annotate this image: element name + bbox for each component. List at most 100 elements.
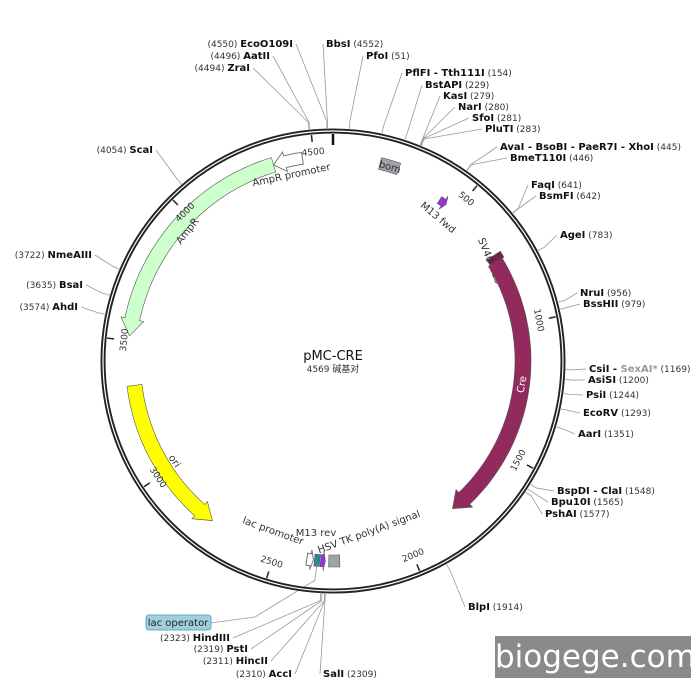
site-name: PfoI	[366, 51, 388, 62]
site-label: AsiSI (1200)	[588, 375, 649, 386]
site-name: HindIII	[193, 633, 230, 644]
tick-label: 2000	[401, 547, 426, 565]
plasmid-length: 4569 碱基对	[307, 363, 360, 375]
site-label: (4494) ZraI	[195, 63, 250, 74]
site-psti: (2319) PstI	[194, 592, 323, 655]
site-position: (4552)	[350, 40, 383, 50]
site-name: NmeAIII	[48, 250, 92, 261]
site-scai: (4054) ScaI	[97, 145, 183, 186]
lac-operator-badge	[145, 614, 212, 631]
site-leader-line	[557, 292, 578, 303]
site-name: PshAI	[545, 509, 577, 520]
site-leader-line	[466, 157, 508, 172]
feature-ampr	[120, 157, 277, 337]
site-psii: PsiI (1244)	[562, 390, 639, 401]
site-name: HincII	[236, 656, 268, 667]
site-leader-line	[381, 72, 403, 135]
site-label: BsmFI (642)	[539, 191, 601, 202]
site-leader-line	[564, 368, 587, 371]
tick-label: 2500	[259, 555, 284, 571]
site-position: (51)	[388, 52, 409, 62]
site-name: BsmFI	[539, 191, 574, 202]
tick-mark	[526, 464, 534, 469]
tick-mark	[416, 564, 421, 572]
site-nrui: NruI (956)	[557, 288, 631, 303]
feature-cre	[452, 257, 532, 510]
site-position: (1351)	[601, 430, 634, 440]
site-position: (2311)	[203, 657, 236, 667]
site-label: SfoI (281)	[472, 113, 521, 124]
watermark: biogege.com	[495, 636, 696, 678]
site-name: PsiI	[586, 390, 606, 401]
site-leader-line	[420, 117, 470, 147]
site-label: (2319) PstI	[194, 644, 248, 655]
site-position: (3722)	[15, 251, 48, 261]
site-aatii: (4496) AatII	[210, 51, 311, 131]
feature-label: Cre	[516, 375, 530, 394]
site-name: SalI	[323, 669, 344, 680]
site-name: ZraI	[227, 63, 250, 74]
site-position: (979)	[618, 300, 645, 310]
ring-inner	[102, 130, 564, 592]
site-name: CsiI -	[589, 364, 621, 375]
site-name: SfoI	[472, 113, 494, 124]
site-label: (3635) BsaI	[26, 280, 83, 291]
feature-label: M13 rev	[296, 528, 337, 539]
feature-m13-fwd	[436, 196, 449, 210]
site-label: Bpu10I (1565)	[551, 497, 623, 508]
site-label: BstAPI (229)	[425, 80, 489, 91]
site-leader-line	[85, 284, 111, 296]
site-name: BlpI	[468, 602, 490, 613]
site-leader-line	[555, 426, 576, 435]
site-name: AccI	[269, 669, 292, 680]
feature-label: bom	[377, 159, 401, 176]
site-position: (3635)	[26, 281, 59, 291]
site-bsmfi: BsmFI (642)	[511, 191, 601, 215]
site-leader-line	[420, 128, 483, 147]
site-zrai: (4494) ZraI	[195, 63, 310, 131]
site-name: BstAPI	[425, 80, 462, 91]
tick-mark	[472, 185, 478, 192]
site-leader-line	[232, 592, 322, 639]
site-name: Bpu10I	[551, 497, 591, 508]
site-leader-line	[272, 55, 311, 131]
site-position: (281)	[494, 114, 521, 124]
site-bmet110i: BmeT110I (446)	[466, 153, 593, 172]
site-position: (4496)	[210, 52, 243, 62]
site-label: (4054) ScaI	[97, 145, 153, 156]
site-position: (1200)	[616, 376, 649, 386]
site-name: NruI	[580, 288, 604, 299]
site-leader-line	[80, 306, 106, 315]
site-position: (1293)	[618, 409, 651, 419]
site-leader-line	[526, 488, 549, 503]
site-position: (642)	[574, 192, 601, 202]
site-pshai: PshAI (1577)	[524, 491, 609, 520]
site-leader-line	[250, 592, 323, 650]
site-label: (3574) AhdI	[19, 302, 78, 313]
site-name: PstI	[226, 644, 248, 655]
site-bpu10i: Bpu10I (1565)	[526, 488, 623, 508]
site-leader-line	[562, 392, 584, 396]
site-name: AvaI - BsoBI - PaeR7I - XhoI	[500, 142, 654, 153]
site-name: EcoRV	[583, 408, 618, 419]
site-label: PshAI (1577)	[545, 509, 609, 520]
tick-label: 1500	[509, 448, 529, 473]
site-label: (3722) NmeAIII	[15, 250, 92, 261]
feature-m13-rev	[319, 550, 326, 571]
site-name: AatII	[243, 51, 270, 62]
site-sfoi: SfoI (281)	[420, 113, 521, 147]
site-position: (2319)	[194, 645, 227, 655]
site-label: CsiI - SexAI* (1169)	[589, 364, 690, 375]
site-position: (1914)	[490, 603, 523, 613]
site-name: BssHII	[583, 299, 618, 310]
site-leader-line	[445, 563, 466, 608]
site-position: (279)	[467, 92, 494, 102]
site-label: KasI (279)	[443, 91, 494, 102]
site-label: (2323) HindIII	[160, 633, 230, 644]
site-position: (446)	[566, 154, 593, 164]
site-position: (283)	[513, 125, 540, 135]
site-bsshii: BssHII (979)	[559, 299, 645, 310]
site-label: EcoRV (1293)	[583, 408, 651, 419]
site-label: BspDI - ClaI (1548)	[557, 486, 655, 497]
